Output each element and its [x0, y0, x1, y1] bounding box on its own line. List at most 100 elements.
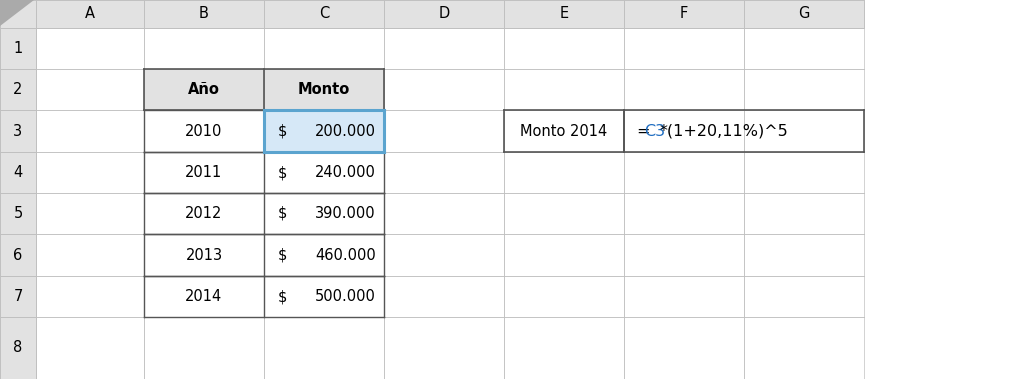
Bar [744, 193, 864, 234]
Bar [384, 276, 504, 317]
Bar [744, 152, 864, 193]
Bar [144, 110, 264, 152]
Bar [504, 317, 624, 379]
Bar [504, 152, 624, 193]
Text: C: C [318, 6, 329, 22]
Bar [144, 0, 264, 28]
Bar [744, 0, 864, 28]
Bar [504, 193, 624, 234]
Bar [264, 152, 384, 193]
Bar [0, 193, 36, 234]
Text: 8: 8 [13, 340, 23, 356]
Bar [0, 152, 36, 193]
Bar [624, 110, 864, 152]
Bar [624, 276, 744, 317]
Bar [0, 0, 36, 28]
Bar [264, 152, 384, 193]
Bar [384, 193, 504, 234]
Bar [504, 110, 624, 152]
Bar [624, 110, 744, 152]
Bar [744, 110, 864, 152]
Bar [384, 28, 504, 69]
Text: $: $ [278, 289, 288, 304]
Text: 3: 3 [13, 124, 23, 138]
Bar [384, 234, 504, 276]
Text: 390.000: 390.000 [315, 206, 376, 221]
Text: 5: 5 [13, 206, 23, 221]
Bar [264, 28, 384, 69]
Text: Monto: Monto [298, 82, 350, 97]
Text: 2012: 2012 [185, 206, 222, 221]
Bar [384, 152, 504, 193]
Bar [144, 234, 264, 276]
Text: 240.000: 240.000 [315, 165, 376, 180]
Bar [144, 193, 264, 234]
Text: 460.000: 460.000 [315, 247, 376, 263]
Bar [0, 69, 36, 110]
Bar [36, 69, 144, 110]
Bar [144, 193, 264, 234]
Bar [0, 28, 36, 69]
Bar [504, 234, 624, 276]
Bar [624, 193, 744, 234]
Bar [504, 69, 624, 110]
Bar [264, 0, 384, 28]
Bar [744, 317, 864, 379]
Bar [36, 152, 144, 193]
Bar [264, 317, 384, 379]
Text: 200.000: 200.000 [315, 124, 376, 138]
Bar [264, 69, 384, 110]
Text: Año: Año [188, 82, 220, 97]
Text: 2011: 2011 [185, 165, 222, 180]
Bar [144, 152, 264, 193]
Bar [264, 193, 384, 234]
Text: Monto 2014: Monto 2014 [520, 124, 607, 138]
Bar [144, 110, 264, 152]
Bar [0, 276, 36, 317]
Bar [144, 69, 264, 110]
Bar [744, 276, 864, 317]
Bar [384, 0, 504, 28]
Text: F: F [680, 6, 688, 22]
Bar [0, 317, 36, 379]
Bar [264, 276, 384, 317]
Bar [624, 152, 744, 193]
Bar [624, 69, 744, 110]
Bar [36, 0, 144, 28]
Bar [264, 110, 384, 152]
Bar [504, 28, 624, 69]
Text: =: = [636, 124, 649, 138]
Text: 7: 7 [13, 289, 23, 304]
Bar [0, 234, 36, 276]
Bar [624, 234, 744, 276]
Text: 4: 4 [13, 165, 23, 180]
Bar [264, 110, 384, 152]
Text: B: B [199, 6, 209, 22]
Text: $: $ [278, 165, 288, 180]
Bar [36, 110, 144, 152]
Polygon shape [0, 0, 34, 26]
Bar [144, 234, 264, 276]
Bar [144, 152, 264, 193]
Text: $: $ [278, 247, 288, 263]
Bar [504, 0, 624, 28]
Text: E: E [559, 6, 568, 22]
Bar [264, 276, 384, 317]
Bar [744, 234, 864, 276]
Bar [624, 28, 744, 69]
Bar [264, 193, 384, 234]
Text: $: $ [278, 206, 288, 221]
Bar [384, 317, 504, 379]
Bar [264, 234, 384, 276]
Text: 1: 1 [13, 41, 23, 56]
Text: 2010: 2010 [185, 124, 222, 138]
Text: C3: C3 [644, 124, 665, 138]
Text: 2013: 2013 [185, 247, 222, 263]
Text: $: $ [278, 124, 288, 138]
Bar [144, 69, 264, 110]
Bar [144, 276, 264, 317]
Text: 6: 6 [13, 247, 23, 263]
Bar [744, 69, 864, 110]
Text: 2014: 2014 [185, 289, 222, 304]
Bar [744, 28, 864, 69]
